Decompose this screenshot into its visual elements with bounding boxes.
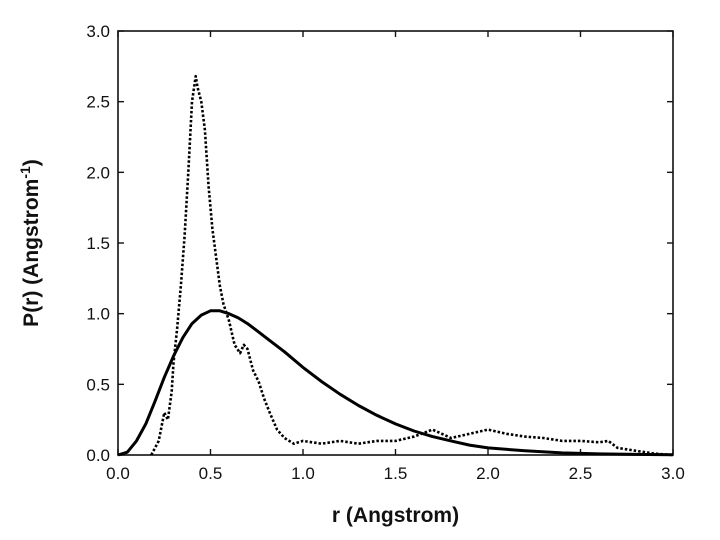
- y-axis-title: P(r) (Angstrom-1): [17, 159, 43, 327]
- y-tick-label: 1.0: [86, 305, 110, 324]
- y-axis-title-main: P(r) (Angstrom: [20, 179, 43, 327]
- ticks: 0.0 0.5 1.0 1.5 2.0 2.5 3.0 0.0 0.5 1.0 1.5 2.0 2.5 3…: [86, 22, 684, 483]
- x-tick-label: 1.5: [384, 464, 408, 483]
- dotted-series-line: [150, 74, 674, 457]
- plot-area: [117, 30, 674, 456]
- plot-frame: [117, 30, 674, 456]
- y-axis-title-close: ): [20, 159, 43, 166]
- solid-series-line: [117, 309, 674, 457]
- y-tick-label: 2.0: [86, 163, 110, 182]
- x-axis-title: r (Angstrom): [332, 504, 459, 527]
- x-tick-label: 2.5: [569, 464, 593, 483]
- y-tick-label: 0.5: [86, 375, 110, 394]
- x-tick-label: 0.5: [199, 464, 223, 483]
- y-tick-label: 2.5: [86, 93, 110, 112]
- y-tick-label: 0.0: [86, 446, 110, 465]
- series-group: [117, 74, 674, 457]
- x-tick-label: 2.0: [476, 464, 500, 483]
- x-tick-label: 0.0: [106, 464, 130, 483]
- x-tick-label: 1.0: [291, 464, 315, 483]
- y-tick-label: 3.0: [86, 22, 110, 41]
- x-tick-label: 3.0: [661, 464, 685, 483]
- y-axis-title-superscript: -1: [17, 166, 33, 179]
- y-tick-label: 1.5: [86, 234, 110, 253]
